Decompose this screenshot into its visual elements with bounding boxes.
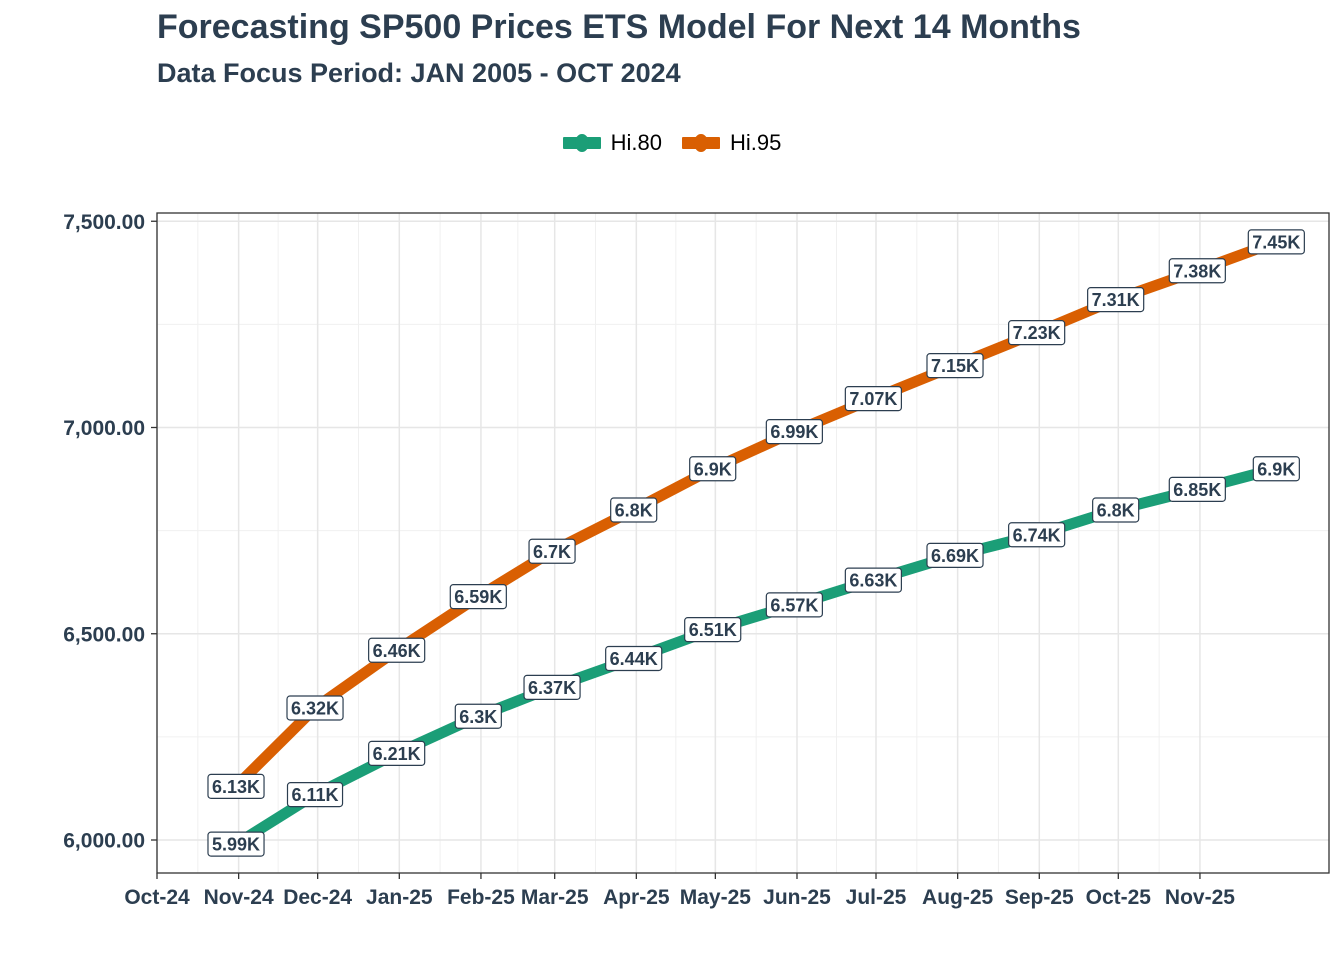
data-label-hi95: 6.32K (286, 695, 344, 721)
legend-label-hi80: Hi.80 (610, 130, 662, 155)
legend-label-hi95: Hi.95 (730, 130, 782, 155)
data-label-text: 6.69K (931, 546, 979, 566)
data-label-text: 6.57K (770, 595, 818, 615)
y-tick-label: 7,500.00 (63, 211, 145, 234)
x-tick-label: Oct-25 (1086, 886, 1152, 909)
legend-item-hi80: Hi.80 (562, 130, 662, 156)
data-label-text: 5.99K (212, 835, 260, 855)
x-tick-label: Jul-25 (846, 886, 907, 909)
data-label-hi95: 6.9K (689, 456, 737, 482)
data-label-hi80: 6.69K (926, 542, 984, 568)
legend-item-hi95: Hi.95 (682, 130, 781, 156)
data-label-text: 6.59K (454, 587, 502, 607)
data-label-text: 6.11K (291, 785, 338, 805)
x-tick-label: May-25 (680, 886, 752, 909)
data-label-text: 7.38K (1173, 261, 1221, 281)
x-tick-label: Jan-25 (366, 886, 433, 909)
data-label-text: 7.31K (1092, 290, 1140, 310)
data-label-text: 6.21K (373, 744, 421, 764)
data-label-hi80: 6.21K (368, 740, 426, 766)
x-tick-label: Dec-24 (283, 886, 352, 909)
data-label-text: 6.63K (849, 571, 897, 591)
data-label-text: 6.44K (610, 649, 658, 669)
data-label-hi80: 6.51K (684, 617, 742, 643)
x-tick-label: Feb-25 (447, 886, 515, 909)
data-label-hi95: 6.8K (610, 497, 658, 523)
plot-border (156, 212, 1330, 874)
data-label-hi80: 6.8K (1092, 497, 1140, 523)
data-label-text: 6.9K (1257, 459, 1295, 479)
data-label-hi95: 7.38K (1168, 258, 1226, 284)
data-label-hi80: 6.3K (454, 703, 502, 729)
data-label-text: 6.46K (373, 641, 421, 661)
data-label-hi80: 6.11K (286, 782, 344, 808)
x-tick-label: Nov-25 (1165, 886, 1235, 909)
data-label-hi95: 7.15K (926, 353, 984, 379)
data-label-hi95: 7.31K (1087, 287, 1145, 313)
x-tick-label: Oct-24 (124, 886, 190, 909)
data-label-text: 6.7K (533, 542, 571, 562)
y-tick-label: 7,000.00 (63, 417, 145, 440)
data-label-hi80: 6.57K (765, 592, 823, 618)
data-label-hi95: 7.23K (1008, 320, 1066, 346)
data-label-text: 6.74K (1013, 525, 1061, 545)
data-label-hi80: 6.85K (1168, 476, 1226, 502)
data-label-text: 6.51K (689, 620, 737, 640)
data-label-text: 6.85K (1173, 480, 1221, 500)
data-label-hi95: 7.07K (844, 386, 902, 412)
data-label-hi95: 6.13K (207, 773, 265, 799)
legend-key-hi95 (682, 134, 720, 152)
x-tick-label: Sep-25 (1005, 886, 1074, 909)
y-tick-label: 6,500.00 (63, 623, 145, 646)
data-label-text: 6.8K (615, 501, 653, 521)
data-label-hi80: 5.99K (207, 831, 265, 857)
data-label-text: 7.23K (1013, 323, 1061, 343)
data-label-hi80: 6.9K (1252, 456, 1300, 482)
data-label-text: 6.37K (528, 678, 576, 698)
data-label-hi95: 7.45K (1247, 229, 1305, 255)
data-label-text: 6.32K (291, 699, 339, 719)
chart-subtitle: Data Focus Period: JAN 2005 - OCT 2024 (157, 58, 681, 88)
x-tick-label: Aug-25 (922, 886, 993, 909)
data-label-text: 6.13K (212, 777, 260, 797)
data-label-hi95: 6.99K (765, 419, 823, 445)
data-label-hi95: 6.46K (368, 637, 426, 663)
chart-title: Forecasting SP500 Prices ETS Model For N… (157, 8, 1081, 46)
data-label-text: 7.45K (1252, 232, 1300, 252)
data-label-text: 7.15K (931, 356, 979, 376)
y-tick-label: 6,000.00 (63, 830, 145, 853)
data-label-text: 6.9K (694, 459, 732, 479)
data-label-hi80: 6.44K (605, 645, 663, 672)
legend-key-hi80 (562, 134, 601, 152)
legend: Hi.80 Hi.95 (0, 130, 1344, 156)
data-label-text: 7.07K (849, 389, 897, 409)
x-tick-label: Nov-24 (204, 886, 274, 909)
data-label-text: 6.3K (459, 707, 497, 727)
data-label-hi95: 6.7K (528, 538, 576, 564)
data-label-text: 6.99K (770, 422, 818, 442)
x-tick-label: Mar-25 (521, 886, 589, 909)
plot-panel (157, 213, 1329, 873)
data-label-text: 6.8K (1097, 501, 1135, 521)
data-label-hi80: 6.74K (1008, 522, 1066, 548)
x-tick-label: Jun-25 (763, 886, 831, 909)
x-tick-label: Apr-25 (603, 886, 670, 909)
data-label-hi95: 6.59K (449, 584, 507, 610)
data-label-hi80: 6.37K (523, 674, 581, 700)
data-label-hi80: 6.63K (844, 567, 902, 593)
